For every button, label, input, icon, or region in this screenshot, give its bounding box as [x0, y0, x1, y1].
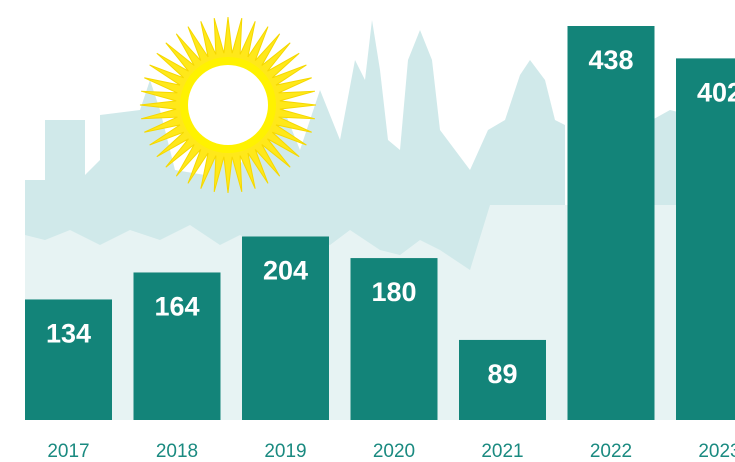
x-tick-label: 2020	[373, 441, 415, 462]
value-label: 164	[154, 292, 199, 322]
x-tick-label: 2018	[156, 441, 198, 462]
bar	[350, 258, 438, 420]
bar	[567, 26, 655, 420]
value-label: 89	[487, 359, 517, 389]
x-tick-label: 2021	[481, 441, 523, 462]
value-label: 438	[588, 45, 633, 75]
value-label: 180	[371, 277, 416, 307]
x-tick-label: 2023	[698, 441, 735, 462]
value-label: 134	[46, 319, 91, 349]
x-tick-label: 2017	[47, 441, 89, 462]
value-label: 402	[697, 78, 735, 108]
bar	[676, 58, 735, 421]
x-tick-label: 2022	[590, 441, 632, 462]
x-tick-label: 2019	[264, 441, 306, 462]
bar	[25, 299, 112, 420]
bar	[133, 272, 221, 420]
bar	[459, 339, 546, 420]
sun	[139, 16, 317, 194]
bar	[242, 236, 329, 420]
value-label: 204	[263, 256, 308, 286]
sun-center	[188, 65, 268, 145]
